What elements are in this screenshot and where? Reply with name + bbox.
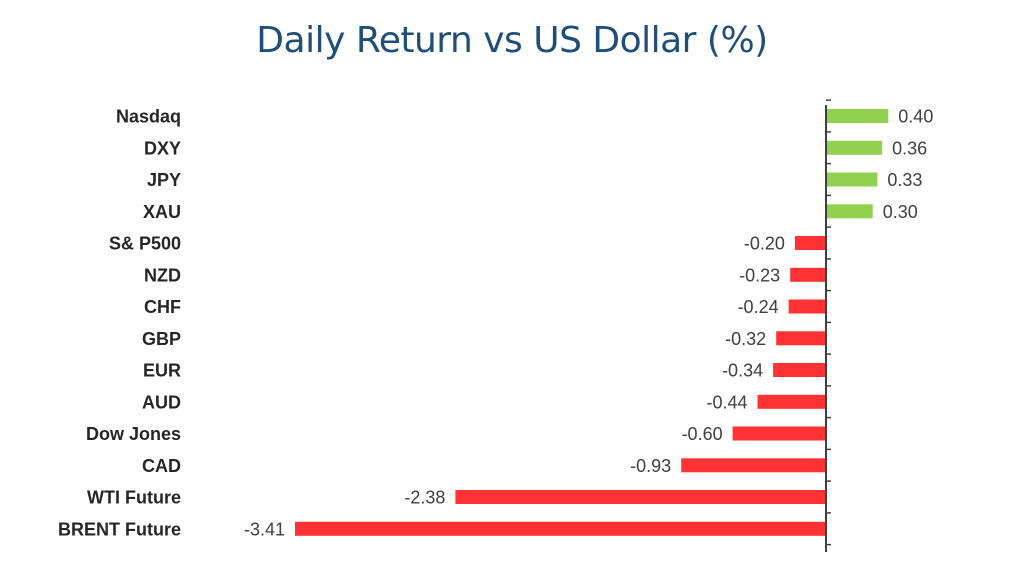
bars-layer [295, 109, 889, 536]
bar [826, 204, 873, 219]
data-label: 0.40 [898, 107, 933, 127]
bar [826, 172, 878, 187]
category-label: CHF [144, 297, 181, 317]
category-label: AUD [142, 392, 181, 412]
data-label: -0.93 [630, 456, 671, 476]
category-label: S& P500 [109, 234, 181, 254]
category-label: WTI Future [87, 488, 181, 508]
data-label: -0.34 [722, 361, 763, 381]
data-label: -0.20 [744, 234, 785, 254]
data-label: -0.24 [738, 297, 779, 317]
bar [788, 299, 826, 314]
category-label: JPY [147, 170, 181, 190]
bar [773, 363, 826, 377]
bar [295, 521, 826, 536]
bar [826, 140, 883, 155]
bar [776, 331, 826, 346]
category-label: GBP [142, 329, 181, 349]
data-label: 0.36 [892, 138, 927, 158]
category-label: NZD [144, 265, 181, 285]
axis-layer [825, 99, 831, 552]
category-label: Nasdaq [116, 107, 181, 127]
data-label: -0.32 [725, 329, 766, 349]
bar [826, 109, 889, 123]
category-label: BRENT Future [58, 519, 181, 539]
data-label: -0.44 [706, 392, 747, 412]
chart-title: Daily Return vs US Dollar (%) [256, 20, 768, 61]
data-label: -0.60 [682, 424, 723, 444]
data-label: 0.33 [887, 170, 922, 190]
data-label: -2.38 [404, 488, 445, 508]
category-label: EUR [143, 361, 181, 381]
bar [455, 490, 826, 504]
data-label: -0.23 [739, 265, 780, 285]
bar [681, 458, 826, 473]
category-label: Dow Jones [86, 424, 181, 444]
bar [790, 267, 826, 282]
category-label: DXY [144, 138, 181, 158]
data-label: -3.41 [244, 519, 285, 539]
data-label: 0.30 [883, 202, 918, 222]
labels-layer: Nasdaq 0.40 DXY 0.36 JPY 0.33 XAU 0.30 S& P500 -0… [58, 107, 933, 540]
bar [794, 236, 826, 250]
category-label: XAU [143, 202, 181, 222]
category-label: CAD [142, 456, 181, 476]
bar [757, 394, 826, 409]
bar [732, 426, 826, 441]
